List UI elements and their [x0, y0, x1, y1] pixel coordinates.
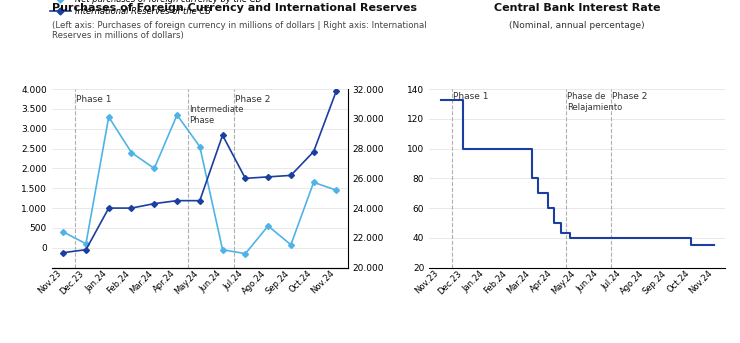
Text: Phase 1: Phase 1 — [75, 95, 111, 104]
Text: Intermediate
Phase: Intermediate Phase — [189, 105, 244, 125]
Text: Phase de
Relajamiento: Phase de Relajamiento — [567, 92, 622, 112]
Text: Phase 2: Phase 2 — [235, 95, 270, 104]
Text: Central Bank Interest Rate: Central Bank Interest Rate — [494, 3, 661, 13]
Text: Reserves in millions of dollars): Reserves in millions of dollars) — [52, 31, 184, 40]
Text: Phase 1: Phase 1 — [453, 92, 488, 101]
Legend: Net purchases of foreign currency by the CB, International Reserves of the CB: Net purchases of foreign currency by the… — [50, 0, 261, 16]
Text: Phase 2: Phase 2 — [613, 92, 648, 101]
Text: (Left axis: Purchases of foreign currency in millions of dollars | Right axis: I: (Left axis: Purchases of foreign currenc… — [52, 21, 426, 29]
Text: Purchases of Foreign Currency and International Reserves: Purchases of Foreign Currency and Intern… — [52, 3, 417, 13]
Text: (Nominal, annual percentage): (Nominal, annual percentage) — [509, 21, 645, 29]
